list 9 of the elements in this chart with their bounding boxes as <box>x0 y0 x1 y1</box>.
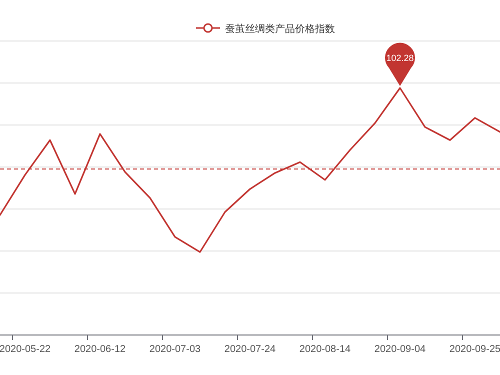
x-tick-label: 2020-08-14 <box>299 344 352 355</box>
x-tick-label: 2020-09-25 <box>449 344 500 355</box>
legend-label: 蚕茧丝绸类产品价格指数 <box>225 23 335 35</box>
annotation: 102.28 <box>386 53 414 63</box>
x-tick-label: 2020-05-22 <box>0 344 52 355</box>
x-tick-label: 2020-07-03 <box>149 344 202 355</box>
x-tick-label: 2020-09-04 <box>374 344 426 355</box>
x-tick-label: 2020-07-24 <box>224 344 276 355</box>
x-tick-label: 2020-06-12 <box>74 344 126 355</box>
